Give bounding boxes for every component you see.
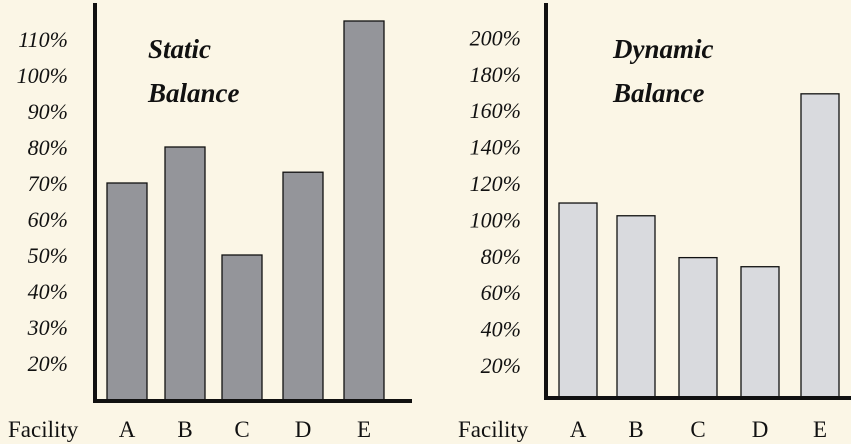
bar-c bbox=[678, 256, 718, 399]
y-tick-label: 100% bbox=[470, 207, 521, 232]
y-tick-label: 90% bbox=[28, 99, 68, 124]
chart-title-line: Static bbox=[148, 34, 211, 64]
bar-a bbox=[106, 182, 148, 402]
y-tick-label: 120% bbox=[470, 171, 521, 196]
bar-d bbox=[740, 266, 780, 399]
x-tick-label: B bbox=[177, 417, 192, 442]
dynamic-balance-chart: 20% 40% 60% 80% 100% 120% 140% 160% 180% 200% Faci… bbox=[458, 3, 851, 442]
y-tick-label: 110% bbox=[18, 27, 68, 52]
y-tick-label: 20% bbox=[28, 351, 68, 376]
y-tick-label: 140% bbox=[470, 135, 521, 160]
x-tick-label: B bbox=[628, 417, 643, 442]
y-tick-label: 50% bbox=[28, 243, 68, 268]
x-axis-prefix: Facility bbox=[8, 417, 79, 442]
x-tick-label: A bbox=[570, 417, 587, 442]
x-tick-label: A bbox=[119, 417, 136, 442]
chart-title-line: Dynamic bbox=[612, 34, 714, 64]
x-tick-label: C bbox=[690, 417, 705, 442]
y-tick-label: 40% bbox=[481, 317, 521, 342]
y-tick-label: 40% bbox=[28, 279, 68, 304]
bar-d bbox=[282, 171, 324, 402]
bar-c bbox=[221, 254, 263, 402]
x-tick-label: C bbox=[234, 417, 249, 442]
y-tick-label: 100% bbox=[17, 63, 68, 88]
chart-title-line: Balance bbox=[612, 78, 705, 108]
static-balance-chart: 20% 30% 40% 50% 60% 70% 80% 90% 100% 110% Facility… bbox=[8, 3, 412, 442]
x-tick-label: D bbox=[752, 417, 769, 442]
y-tick-label: 80% bbox=[481, 244, 521, 269]
bar-a bbox=[558, 202, 598, 399]
y-tick-label: 80% bbox=[28, 135, 68, 160]
bar-b bbox=[164, 146, 206, 402]
y-tick-label: 60% bbox=[28, 207, 68, 232]
y-tick-label: 60% bbox=[481, 280, 521, 305]
x-tick-label: E bbox=[813, 417, 827, 442]
y-tick-label: 20% bbox=[481, 353, 521, 378]
y-tick-label: 30% bbox=[27, 315, 68, 340]
bar-b bbox=[616, 215, 656, 399]
x-tick-label: E bbox=[357, 417, 371, 442]
bar-e bbox=[343, 20, 385, 402]
x-axis-prefix: Facility bbox=[458, 417, 529, 442]
x-tick-label: D bbox=[295, 417, 312, 442]
chart-title-line: Balance bbox=[147, 78, 240, 108]
y-tick-label: 200% bbox=[470, 25, 521, 50]
bar-e bbox=[800, 93, 840, 399]
y-tick-label: 180% bbox=[470, 62, 521, 87]
y-tick-label: 70% bbox=[28, 171, 68, 196]
y-tick-label: 160% bbox=[470, 98, 521, 123]
